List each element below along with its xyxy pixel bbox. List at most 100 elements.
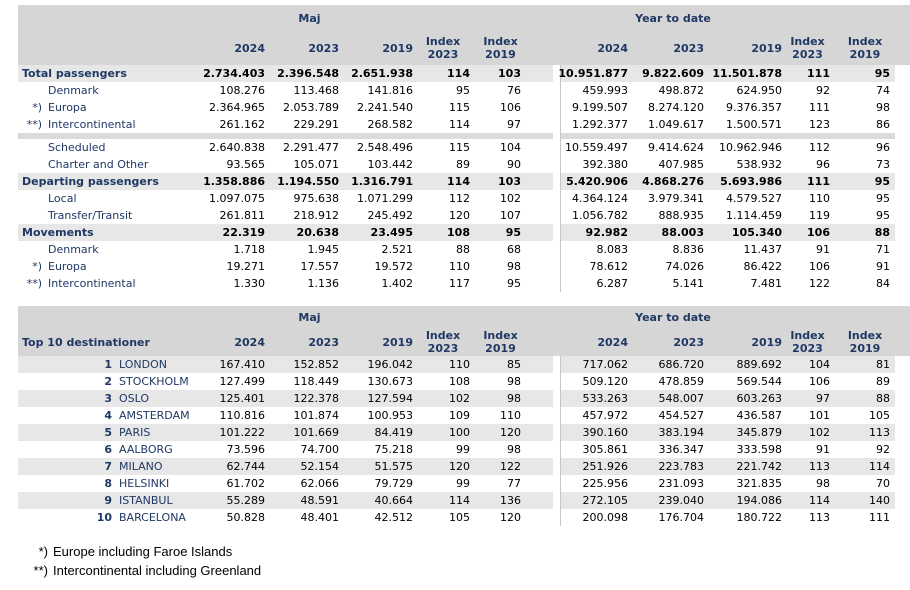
value-cell: 106 xyxy=(809,260,830,273)
value-cell: 407.985 xyxy=(658,158,705,171)
value-cell: 70 xyxy=(876,477,890,490)
value-cell: 88 xyxy=(456,243,470,256)
value-cell: 101 xyxy=(809,409,830,422)
table-row: **) Intercontinental 261.162 229.291 268.582… xyxy=(18,116,895,133)
value-cell: 102 xyxy=(449,392,470,405)
value-cell: 975.638 xyxy=(293,192,340,205)
value-cell: 112 xyxy=(809,141,830,154)
footnote: **) Intercontinental including Greenland xyxy=(26,561,910,580)
row-label: **) Intercontinental xyxy=(18,116,203,133)
value-cell: 245.492 xyxy=(367,209,414,222)
row-label: Denmark xyxy=(18,241,203,258)
value-cell: 110 xyxy=(449,260,470,273)
city-name: MILANO xyxy=(119,460,163,473)
value-cell: 110 xyxy=(449,358,470,371)
header-year-row: Top 10 destinationer 2024 2023 2019 Inde… xyxy=(18,328,895,356)
row-label: *) Europa xyxy=(18,99,203,116)
value-cell: 10.962.946 xyxy=(719,141,782,154)
value-cell: 95 xyxy=(874,175,890,188)
row-label: Transfer/Transit xyxy=(18,207,203,224)
value-cell: 111 xyxy=(807,175,830,188)
value-cell: 19.271 xyxy=(226,260,266,273)
traffic-table: Maj Year to date 2024 2023 2019 Index 20… xyxy=(18,5,910,292)
row-label-text: Europa xyxy=(48,101,87,114)
value-cell: 9.199.507 xyxy=(572,101,628,114)
row-label: 4 AMSTERDAM xyxy=(18,407,203,424)
value-cell: 81 xyxy=(876,358,890,371)
maj-index-2019-header: Index 2019 xyxy=(483,329,518,355)
value-cell: 333.598 xyxy=(736,443,783,456)
value-cell: 114 xyxy=(447,67,470,80)
row-label: Denmark xyxy=(18,82,203,99)
value-cell: 2.241.540 xyxy=(357,101,413,114)
table-row: 7 MILANO 62.744 52.154 51.575 120 122 251.926 22… xyxy=(18,458,895,475)
table-row: Denmark 108.276 113.468 141.816 95 76 459.993 4… xyxy=(18,82,895,99)
table-row: Scheduled 2.640.838 2.291.477 2.548.496 115 1… xyxy=(18,139,895,156)
value-cell: 2.521 xyxy=(381,243,414,256)
value-cell: 122.378 xyxy=(293,392,340,405)
footnote-marker: *) xyxy=(38,544,48,559)
maj-group-label: Maj xyxy=(298,11,321,25)
row-label: Local xyxy=(18,190,203,207)
value-cell: 92.982 xyxy=(585,226,628,239)
column-divider xyxy=(553,99,561,116)
value-cell: 888.935 xyxy=(658,209,705,222)
row-label: 3 OSLO xyxy=(18,390,203,407)
value-cell: 55.289 xyxy=(226,494,266,507)
ytd-group-label: Year to date xyxy=(635,310,711,324)
footnote-ref-marker: *) xyxy=(32,260,42,273)
value-cell: 17.557 xyxy=(300,260,340,273)
value-cell: 75.218 xyxy=(374,443,414,456)
maj-year-2024-header: 2024 xyxy=(234,335,265,349)
value-cell: 95 xyxy=(874,67,890,80)
value-cell: 624.950 xyxy=(736,84,783,97)
value-cell: 98 xyxy=(507,443,521,456)
row-label: 9 ISTANBUL xyxy=(18,492,203,509)
header-year-row: 2024 2023 2019 Index 2023 Index 2019 202… xyxy=(18,31,895,65)
value-cell: 119 xyxy=(809,209,830,222)
value-cell: 114 xyxy=(447,175,470,188)
value-cell: 345.879 xyxy=(736,426,783,439)
row-label-text: Intercontinental xyxy=(48,277,136,290)
value-cell: 686.720 xyxy=(658,358,705,371)
value-cell: 117 xyxy=(449,277,470,290)
table-row: Denmark 1.718 1.945 2.521 88 68 8.083 8.836 11.4… xyxy=(18,241,895,258)
value-cell: 62.066 xyxy=(300,477,340,490)
value-cell: 10.951.877 xyxy=(558,67,628,80)
footnotes: *) Europe including Faroe Islands **) In… xyxy=(26,542,910,580)
value-cell: 111 xyxy=(869,511,890,524)
maj-year-2023-header: 2023 xyxy=(308,335,339,349)
value-cell: 110 xyxy=(809,192,830,205)
value-cell: 106 xyxy=(807,226,830,239)
value-cell: 77 xyxy=(507,477,521,490)
table-row: 3 OSLO 125.401 122.378 127.594 102 98 533.263 54… xyxy=(18,390,895,407)
value-cell: 73 xyxy=(876,158,890,171)
value-cell: 1.718 xyxy=(233,243,266,256)
value-cell: 1.056.782 xyxy=(572,209,628,222)
row-label-text: Transfer/Transit xyxy=(48,209,133,222)
value-cell: 105 xyxy=(869,409,890,422)
value-cell: 2.364.965 xyxy=(209,101,265,114)
column-divider xyxy=(553,190,561,207)
value-cell: 2.053.789 xyxy=(283,101,339,114)
value-cell: 95 xyxy=(456,84,470,97)
value-cell: 223.783 xyxy=(658,460,705,473)
city-name: AMSTERDAM xyxy=(119,409,190,422)
value-cell: 99 xyxy=(456,443,470,456)
value-cell: 40.664 xyxy=(374,494,414,507)
value-cell: 112 xyxy=(449,192,470,205)
value-cell: 48.591 xyxy=(300,494,340,507)
value-cell: 5.141 xyxy=(672,277,705,290)
value-cell: 22.319 xyxy=(222,226,265,239)
row-label-text: Charter and Other xyxy=(48,158,149,171)
value-cell: 123 xyxy=(809,118,830,131)
rank-number: 8 xyxy=(104,477,112,490)
value-cell: 1.049.617 xyxy=(648,118,704,131)
value-cell: 390.160 xyxy=(582,426,629,439)
column-divider xyxy=(553,207,561,224)
value-cell: 305.861 xyxy=(582,443,629,456)
value-cell: 717.062 xyxy=(582,358,629,371)
maj-group-label: Maj xyxy=(298,310,321,324)
value-cell: 152.852 xyxy=(293,358,340,371)
